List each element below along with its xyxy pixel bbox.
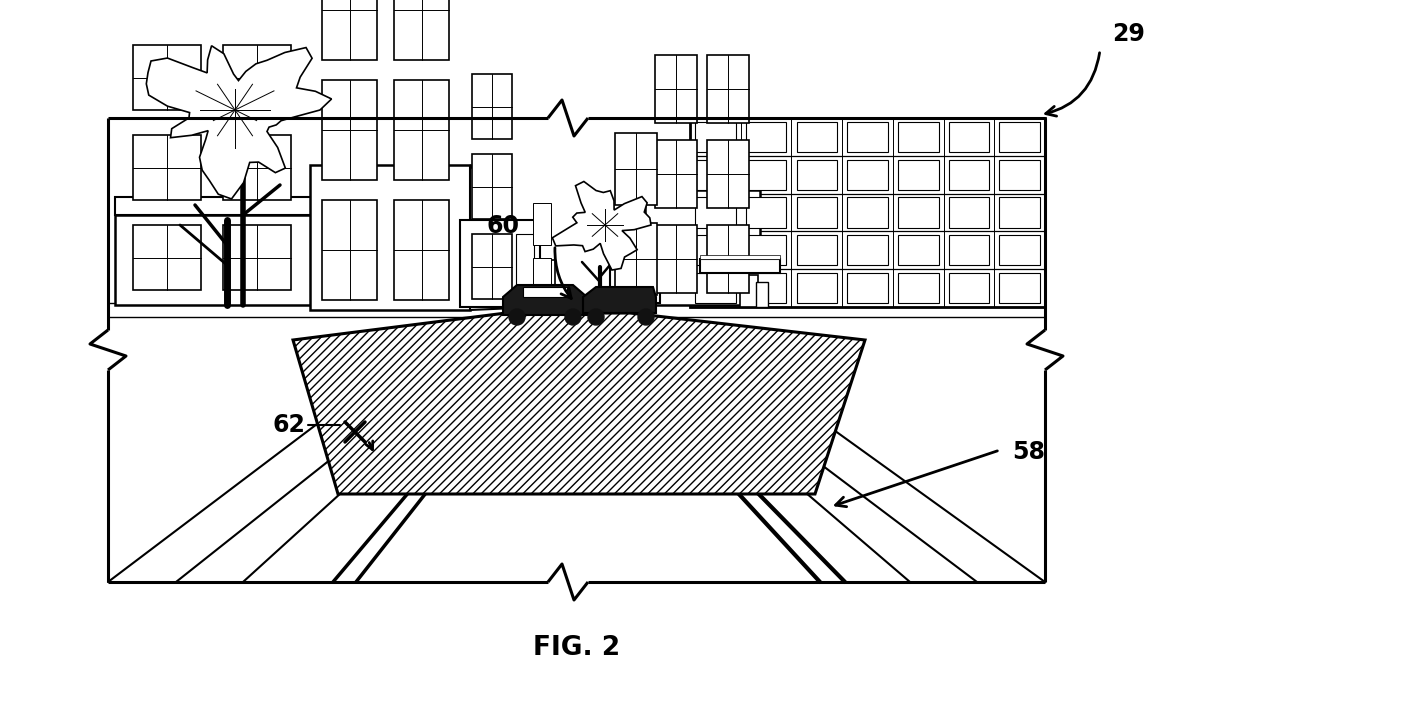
Bar xyxy=(695,122,736,152)
Bar xyxy=(701,259,780,273)
Bar xyxy=(949,273,989,303)
Bar xyxy=(394,0,449,60)
Bar xyxy=(695,197,736,228)
Polygon shape xyxy=(503,285,587,315)
Bar xyxy=(394,200,449,300)
Bar xyxy=(898,160,938,190)
Bar xyxy=(999,197,1040,228)
Bar xyxy=(134,45,200,110)
Bar xyxy=(746,273,786,303)
Bar xyxy=(533,203,551,245)
Bar xyxy=(615,223,657,295)
Bar xyxy=(610,245,659,303)
Bar xyxy=(999,273,1040,303)
Bar xyxy=(223,45,291,110)
Bar xyxy=(898,122,938,152)
Bar xyxy=(797,235,837,266)
Bar xyxy=(708,225,749,293)
Bar xyxy=(746,197,786,228)
Bar xyxy=(847,122,888,152)
Bar xyxy=(460,220,540,307)
Bar xyxy=(615,133,657,205)
Bar xyxy=(949,160,989,190)
Bar xyxy=(847,273,888,303)
Bar xyxy=(108,118,1044,582)
Bar xyxy=(115,215,315,305)
Bar xyxy=(472,154,512,219)
Bar xyxy=(472,234,512,299)
Bar xyxy=(847,160,888,190)
Bar xyxy=(797,273,837,303)
Bar xyxy=(999,160,1040,190)
Bar xyxy=(523,287,567,297)
Bar xyxy=(746,122,786,152)
Polygon shape xyxy=(146,45,331,199)
Bar xyxy=(134,135,200,200)
Bar xyxy=(394,80,449,180)
Bar xyxy=(655,55,696,123)
Bar xyxy=(655,140,696,208)
Bar xyxy=(645,190,760,305)
Bar xyxy=(691,118,1044,307)
Polygon shape xyxy=(293,313,865,494)
Bar xyxy=(323,0,377,60)
Polygon shape xyxy=(553,182,651,270)
Circle shape xyxy=(509,309,524,325)
Bar xyxy=(708,140,749,208)
Bar xyxy=(695,273,736,303)
Bar xyxy=(797,197,837,228)
Bar xyxy=(223,135,291,200)
Bar xyxy=(695,160,736,190)
Bar xyxy=(533,258,551,300)
Bar xyxy=(949,197,989,228)
Bar xyxy=(134,225,200,290)
Bar xyxy=(310,165,470,310)
Bar xyxy=(740,275,757,307)
Bar xyxy=(516,234,534,299)
Bar xyxy=(847,197,888,228)
Text: 29: 29 xyxy=(1113,22,1145,46)
Bar xyxy=(655,225,696,293)
Bar xyxy=(756,282,767,307)
Bar xyxy=(746,235,786,266)
Text: 60: 60 xyxy=(487,214,520,238)
Bar xyxy=(115,197,315,215)
Circle shape xyxy=(638,309,654,325)
Bar xyxy=(223,225,291,290)
Text: 58: 58 xyxy=(1012,440,1044,464)
Bar xyxy=(898,197,938,228)
Bar xyxy=(323,80,377,180)
Bar xyxy=(898,273,938,303)
Bar xyxy=(847,235,888,266)
Circle shape xyxy=(588,309,604,325)
Bar xyxy=(530,260,556,305)
Bar xyxy=(999,122,1040,152)
Bar xyxy=(323,200,377,300)
Text: 62: 62 xyxy=(273,413,306,437)
Bar xyxy=(701,255,780,259)
Bar xyxy=(949,235,989,266)
Bar xyxy=(746,160,786,190)
Polygon shape xyxy=(583,287,657,313)
Bar xyxy=(797,160,837,190)
Bar xyxy=(708,55,749,123)
Bar xyxy=(472,74,512,139)
Polygon shape xyxy=(470,165,539,310)
Bar xyxy=(898,235,938,266)
Bar xyxy=(695,235,736,266)
Polygon shape xyxy=(315,197,519,305)
Bar xyxy=(949,122,989,152)
Bar xyxy=(797,122,837,152)
Circle shape xyxy=(566,309,581,325)
Bar xyxy=(999,235,1040,266)
Text: FIG. 2: FIG. 2 xyxy=(533,635,620,661)
